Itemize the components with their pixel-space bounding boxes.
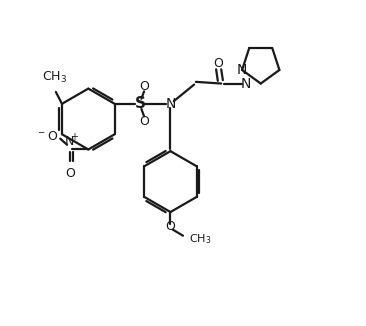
Text: $^-$O: $^-$O <box>36 130 58 143</box>
Text: N: N <box>240 77 251 91</box>
Text: +: + <box>70 132 78 142</box>
Text: S: S <box>135 96 146 111</box>
Text: N: N <box>65 135 74 148</box>
Text: N: N <box>237 63 247 77</box>
Text: CH$_3$: CH$_3$ <box>189 232 212 246</box>
Text: O: O <box>139 115 149 128</box>
Text: O: O <box>165 220 175 233</box>
Text: O: O <box>139 80 149 93</box>
Text: CH$_3$: CH$_3$ <box>42 70 67 85</box>
Text: O: O <box>213 57 223 70</box>
Text: O: O <box>65 167 75 180</box>
Text: N: N <box>165 97 176 111</box>
